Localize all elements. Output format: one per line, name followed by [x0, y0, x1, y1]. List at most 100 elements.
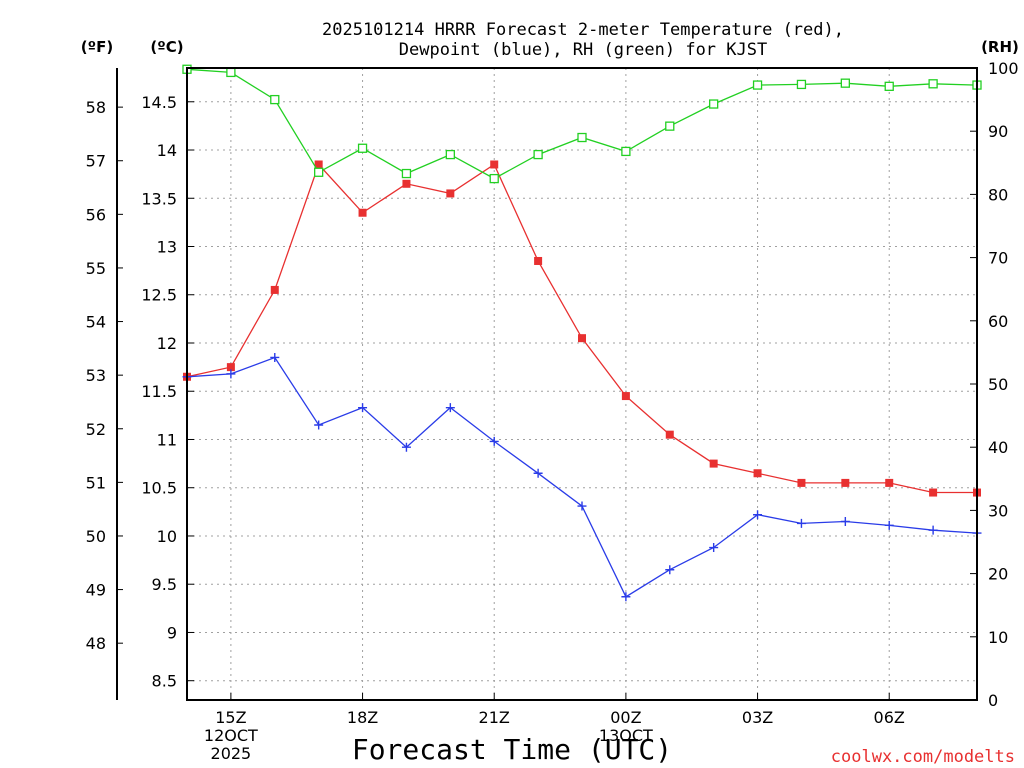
temperature-point: [929, 488, 938, 497]
rh-tick-label: 90: [988, 122, 1008, 141]
rh-tick-label: 80: [988, 185, 1008, 204]
dewpoint-point: [401, 442, 411, 452]
temperature-point: [797, 478, 806, 487]
temperature-point: [665, 430, 674, 439]
celsius-tick-label: 14.5: [141, 93, 177, 112]
rh-point: [357, 143, 368, 153]
celsius-tick-label: 14: [157, 141, 177, 160]
temperature-point: [402, 179, 411, 188]
temperature-point: [270, 285, 279, 294]
rh-tick-label: 10: [988, 628, 1008, 647]
series-line: [186, 163, 977, 494]
rh-tick-label: 40: [988, 438, 1008, 457]
fahrenheit-axis: 48 49 50 51 52 53 54 55 56 57 58: [86, 68, 123, 700]
fahrenheit-tick-label: 58: [86, 98, 106, 117]
fahrenheit-tick-label: 49: [86, 581, 106, 600]
series-line: [186, 68, 978, 180]
series-filled-square: [183, 160, 981, 497]
fahrenheit-tick-label: 50: [86, 527, 106, 546]
rh-point: [533, 149, 543, 160]
rh-tick-label: 70: [988, 249, 1008, 268]
temperature-point: [226, 363, 235, 372]
rh-point: [270, 94, 280, 105]
temperature-point: [534, 256, 543, 265]
time-tick-label: 12OCT: [204, 726, 258, 745]
temperature-point: [490, 160, 499, 169]
fahrenheit-tick-label: 53: [86, 366, 106, 385]
rh-point: [928, 79, 938, 89]
fahrenheit-tick-label: 54: [86, 313, 106, 332]
fahrenheit-tick-label: 51: [86, 473, 106, 492]
rh-axis-ticks: 0 10 20 30 40 50 60 70 80 90 100: [970, 59, 1019, 710]
temperature-point: [358, 208, 367, 217]
celsius-tick-label: 11: [157, 430, 177, 449]
time-tick-label: 15Z: [215, 708, 246, 727]
dewpoint-point: [621, 592, 631, 602]
chart-title-line2: Dewpoint (blue), RH (green) for KJST: [399, 40, 767, 60]
temperature-point: [621, 392, 630, 401]
time-tick-label: 06Z: [874, 708, 905, 727]
rh-point: [709, 99, 719, 109]
rh-tick-label: 20: [988, 565, 1008, 584]
dewpoint-point: [533, 468, 543, 478]
time-tick-label: 18Z: [347, 708, 378, 727]
dewpoint-point: [928, 525, 938, 535]
temperature-point: [841, 478, 850, 487]
time-tick-label: 03Z: [742, 708, 773, 727]
rh-unit-label: (RH): [981, 38, 1019, 56]
rh-tick-label: 50: [988, 375, 1008, 394]
celsius-tick-label: 12: [157, 334, 177, 353]
chart-title-line1: 2025101214 HRRR Forecast 2-meter Tempera…: [322, 20, 844, 40]
temperature-point: [578, 334, 586, 343]
fahrenheit-tick-label: 48: [86, 634, 106, 653]
time-tick-label: 00Z: [610, 708, 641, 727]
credit-text: coolwx.com/modelts: [831, 747, 1015, 767]
dewpoint-point: [753, 510, 763, 520]
dewpoint-point: [314, 420, 324, 430]
rh-point: [621, 146, 631, 157]
series-line: [186, 356, 978, 598]
rh-point: [401, 168, 412, 179]
rh-point: [840, 78, 850, 88]
dewpoint-point: [489, 436, 499, 446]
time-tick-label: 13OCT: [599, 726, 653, 745]
dewpoint-point: [270, 352, 280, 362]
celsius-tick-label: 13: [157, 238, 177, 257]
celsius-unit-label: (ºC): [150, 38, 183, 56]
celsius-tick-label: 10: [157, 527, 177, 546]
dewpoint-point: [226, 369, 236, 379]
dewpoint-point: [577, 501, 587, 511]
celsius-tick-label: 13.5: [141, 189, 177, 208]
rh-point: [489, 173, 499, 184]
fahrenheit-tick-label: 57: [86, 152, 106, 171]
rh-point: [314, 167, 324, 177]
rh-point: [577, 132, 587, 143]
rh-point: [445, 149, 455, 160]
dewpoint-point: [884, 520, 894, 530]
celsius-tick-label: 10.5: [141, 479, 177, 498]
temperature-point: [446, 189, 455, 198]
rh-point: [752, 80, 763, 90]
dewpoint-point: [665, 565, 675, 575]
temperature-point: [314, 160, 323, 169]
temperature-point: [885, 478, 894, 487]
series-open-square: [182, 64, 982, 184]
dewpoint-point: [358, 403, 368, 413]
fahrenheit-unit-label: (ºF): [81, 38, 113, 56]
plot-frame: [186, 67, 978, 701]
celsius-axis-ticks: 8.5 9 9.5 10 10.5 11 11.5 12 12.5 13 13.5 14 14.5: [141, 93, 194, 691]
time-tick-label: 21Z: [479, 708, 510, 727]
rh-point: [796, 79, 807, 90]
rh-tick-label: 30: [988, 501, 1008, 520]
time-tick-label: 2025: [211, 744, 252, 763]
rh-tick-label: 60: [988, 312, 1008, 331]
rh-point: [226, 67, 236, 78]
temperature-point: [709, 459, 718, 468]
dewpoint-point: [796, 518, 806, 528]
grid-lines: [187, 68, 977, 700]
rh-tick-label: 100: [988, 59, 1019, 78]
rh-point: [884, 81, 894, 91]
celsius-tick-label: 11.5: [141, 382, 177, 401]
fahrenheit-tick-label: 52: [86, 420, 106, 439]
